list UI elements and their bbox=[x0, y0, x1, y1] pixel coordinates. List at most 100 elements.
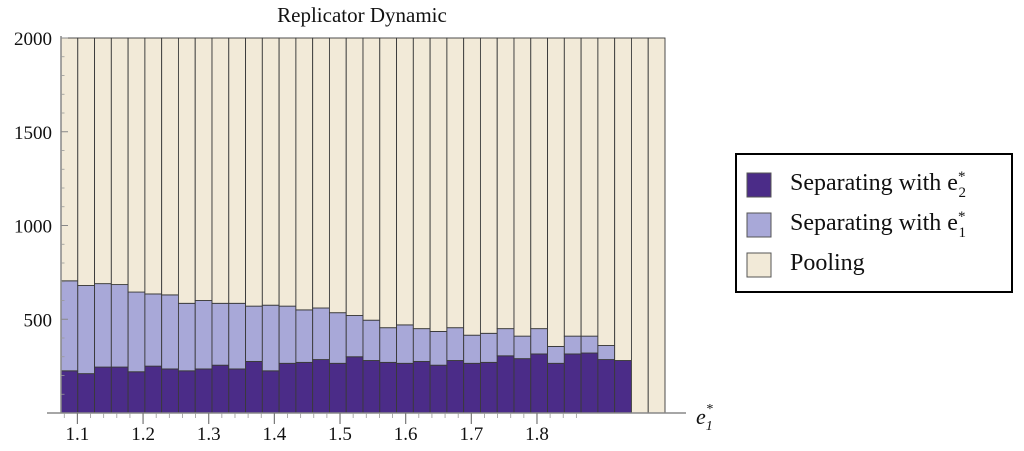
bar-segment-s1-21 bbox=[412, 328, 431, 362]
x-tick-label: 1.1 bbox=[66, 424, 90, 445]
bar-segment-s1-7 bbox=[177, 302, 196, 372]
bar-segment-s2-17 bbox=[345, 37, 364, 316]
bar-segment-s0-3 bbox=[110, 366, 129, 414]
bar-segment-s1-20 bbox=[396, 324, 414, 364]
x-tick-label: 1.2 bbox=[131, 424, 155, 445]
bar-segment-s0-32 bbox=[597, 359, 616, 414]
bar-segment-s0-29 bbox=[547, 362, 565, 414]
bar-segment-s0-10 bbox=[228, 368, 247, 414]
bar-segment-s0-16 bbox=[328, 362, 347, 414]
bar-segment-s1-26 bbox=[496, 328, 515, 357]
bar-segment-s2-33 bbox=[614, 37, 632, 361]
bar-segment-s2-35 bbox=[647, 37, 666, 414]
bar-segment-s0-30 bbox=[563, 353, 582, 414]
y-tick-label: 500 bbox=[24, 310, 53, 331]
bar-segment-s0-28 bbox=[530, 353, 549, 414]
bar-segment-s2-15 bbox=[312, 37, 330, 309]
bar-segment-s0-15 bbox=[312, 359, 330, 414]
axes-group: 500 1000 1500 2000 1.1 1.2 1.3 1.4 1.5 1.6 1.7 1.8 bbox=[14, 29, 686, 445]
bar-segment-s2-26 bbox=[496, 37, 515, 330]
bar-segment-s1-29 bbox=[547, 345, 565, 364]
bar-segment-s0-11 bbox=[245, 360, 263, 414]
y-tick-label: 2000 bbox=[14, 29, 52, 50]
legend-swatch-separating-e2 bbox=[746, 172, 772, 198]
x-tick-label: 1.5 bbox=[328, 424, 352, 445]
bar-segment-s2-2 bbox=[94, 37, 112, 285]
bar-segment-s2-19 bbox=[379, 37, 398, 329]
bar-segment-s1-32 bbox=[597, 345, 616, 361]
chart-title: Replicator Dynamic bbox=[277, 3, 447, 27]
x-tick-label: 1.6 bbox=[394, 424, 418, 445]
bar-segment-s2-20 bbox=[396, 37, 414, 326]
bar-segment-s2-29 bbox=[547, 37, 565, 347]
bar-segment-s2-32 bbox=[597, 37, 616, 346]
legend: Separating with e* 2 Separating with e* 1 … bbox=[735, 153, 1013, 293]
bar-segment-s2-25 bbox=[479, 37, 498, 334]
bar-segment-s0-18 bbox=[362, 360, 381, 414]
legend-swatch-pooling bbox=[746, 252, 772, 278]
bar-segment-s0-7 bbox=[177, 370, 196, 414]
bar-segment-s1-17 bbox=[345, 315, 364, 358]
bar-segment-s1-6 bbox=[161, 294, 179, 370]
bar-segment-s2-24 bbox=[463, 37, 481, 336]
legend-label-pooling: Pooling bbox=[790, 250, 865, 276]
bar-segment-s1-24 bbox=[463, 334, 481, 364]
bar-segment-s2-11 bbox=[245, 37, 263, 307]
bar-segment-s2-12 bbox=[261, 37, 280, 306]
bar-segment-s0-4 bbox=[127, 371, 146, 414]
bar-segment-s2-18 bbox=[362, 37, 381, 321]
bar-segment-s1-28 bbox=[530, 328, 549, 355]
bar-segment-s1-27 bbox=[513, 335, 532, 360]
x-tick-label: 1.4 bbox=[262, 424, 286, 445]
bar-segment-s1-18 bbox=[362, 319, 381, 361]
bar-segment-s0-31 bbox=[580, 352, 599, 414]
bar-segment-s1-16 bbox=[328, 312, 347, 364]
bar-segment-s2-30 bbox=[563, 37, 582, 337]
x-tick-label: 1.7 bbox=[459, 424, 483, 445]
bar-segment-s0-5 bbox=[144, 365, 163, 414]
bar-segment-s1-22 bbox=[429, 330, 448, 366]
bar-segment-s1-19 bbox=[379, 327, 398, 363]
bar-segment-s1-2 bbox=[94, 283, 112, 368]
bar-segment-s2-22 bbox=[429, 37, 448, 332]
bar-segment-s2-21 bbox=[412, 37, 431, 330]
bar-segment-s2-27 bbox=[513, 37, 532, 337]
bar-segment-s0-23 bbox=[446, 360, 465, 414]
bar-segment-s2-6 bbox=[161, 37, 179, 296]
bar-segment-s0-17 bbox=[345, 356, 364, 414]
bar-segment-s0-9 bbox=[211, 364, 230, 414]
y-tick-label: 1000 bbox=[14, 217, 52, 238]
bar-segment-s2-1 bbox=[77, 37, 96, 286]
bar-segment-s0-33 bbox=[614, 360, 632, 414]
bar-segment-s1-13 bbox=[278, 305, 297, 364]
bar-segment-s1-3 bbox=[110, 284, 129, 368]
bar-segment-s0-0 bbox=[60, 370, 79, 414]
bar-segment-s2-14 bbox=[295, 37, 314, 311]
bar-segment-s2-5 bbox=[144, 37, 163, 295]
x-tick-label: 1.8 bbox=[525, 424, 549, 445]
bar-segment-s2-4 bbox=[127, 37, 146, 293]
bar-segment-s0-24 bbox=[463, 362, 481, 414]
bar-segment-s0-14 bbox=[295, 361, 314, 414]
bar-segment-s1-4 bbox=[127, 291, 146, 373]
bar-segment-s2-13 bbox=[278, 37, 297, 307]
bar-segment-s1-15 bbox=[312, 307, 330, 361]
bar-segment-s0-21 bbox=[412, 360, 431, 414]
bar-segment-s0-26 bbox=[496, 355, 515, 414]
bar-segment-s1-8 bbox=[194, 300, 213, 370]
legend-swatch-separating-e1 bbox=[746, 212, 772, 238]
bar-segment-s0-6 bbox=[161, 368, 179, 414]
bar-segment-s2-16 bbox=[328, 37, 347, 314]
bar-segment-s0-13 bbox=[278, 362, 297, 414]
bar-segment-s1-12 bbox=[261, 304, 280, 372]
bar-segment-s1-1 bbox=[77, 285, 96, 375]
bar-segment-s1-31 bbox=[580, 335, 599, 354]
bar-segment-s2-31 bbox=[580, 37, 599, 337]
bar-segment-s0-27 bbox=[513, 358, 532, 414]
bar-segment-s2-23 bbox=[446, 37, 465, 329]
bar-segment-s2-10 bbox=[228, 37, 247, 304]
legend-label-separating-e2: Separating with e* 2 bbox=[790, 169, 966, 201]
bar-segment-s0-25 bbox=[479, 361, 498, 414]
bar-segment-s2-8 bbox=[194, 37, 213, 301]
